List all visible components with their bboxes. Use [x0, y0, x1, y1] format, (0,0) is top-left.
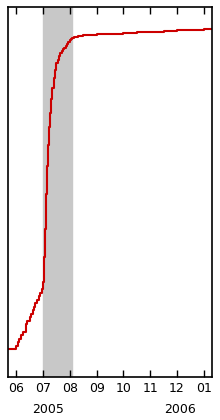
- Bar: [43, 7, 72, 378]
- Text: 2006: 2006: [164, 403, 196, 416]
- Text: 2005: 2005: [33, 403, 64, 416]
